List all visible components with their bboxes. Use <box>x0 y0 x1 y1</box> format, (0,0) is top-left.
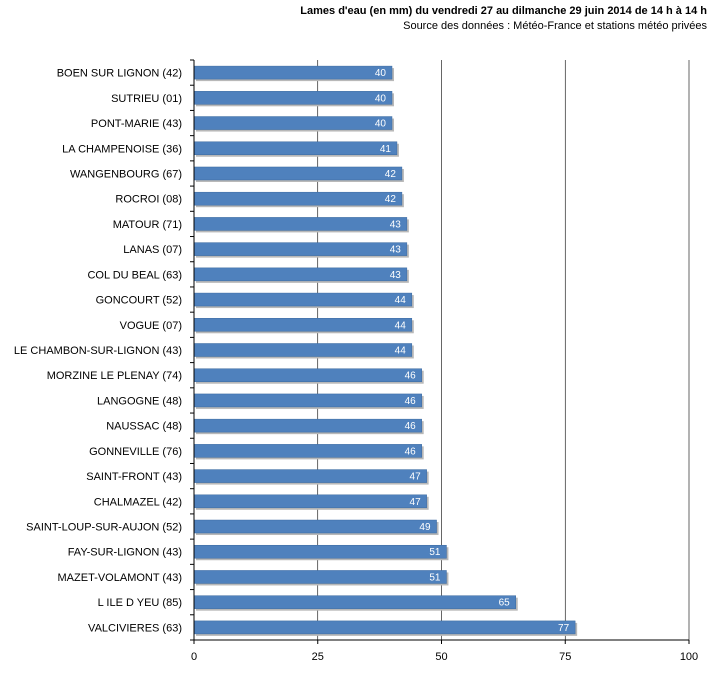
data-label: 43 <box>390 219 402 230</box>
category-label: CHALMAZEL (42) <box>94 496 182 508</box>
data-label: 47 <box>410 472 422 483</box>
category-label: SAINT-FRONT (43) <box>86 471 182 483</box>
data-label: 41 <box>380 144 392 155</box>
bar <box>193 65 393 80</box>
data-label: 65 <box>499 598 511 609</box>
category-label: LANAS (07) <box>123 244 182 256</box>
category-label: PONT-MARIE (43) <box>91 118 182 130</box>
bar <box>193 116 393 130</box>
data-label: 40 <box>375 68 387 79</box>
category-label: LE CHAMBON-SUR-LIGNON (43) <box>14 345 182 357</box>
category-label: GONCOURT (52) <box>96 295 182 307</box>
bar <box>193 620 576 635</box>
data-label: 51 <box>429 547 441 558</box>
data-label: 43 <box>390 270 402 281</box>
data-label: 47 <box>410 497 422 508</box>
data-label: 77 <box>558 623 570 634</box>
bar <box>193 267 408 282</box>
bar <box>193 318 413 332</box>
data-label: 49 <box>419 522 431 533</box>
category-label: ROCROI (08) <box>115 194 182 206</box>
data-label: 46 <box>405 396 417 407</box>
bar <box>193 393 422 408</box>
category-label: LANGOGNE (48) <box>97 395 182 407</box>
data-label: 43 <box>390 245 402 256</box>
bar <box>193 570 447 584</box>
bar <box>193 217 408 231</box>
category-label: BOEN SUR LIGNON (42) <box>57 68 182 80</box>
bar <box>193 595 516 609</box>
category-label: NAUSSAC (48) <box>106 421 182 433</box>
bar <box>193 166 403 181</box>
data-label: 46 <box>405 446 417 457</box>
bar <box>193 191 403 206</box>
x-tick-label: 100 <box>680 651 698 663</box>
data-label: 42 <box>385 169 397 180</box>
category-label: FAY-SUR-LIGNON (43) <box>68 547 182 559</box>
category-label: COL DU BEAL (63) <box>87 269 182 281</box>
category-label: MATOUR (71) <box>113 219 182 231</box>
category-label: WANGENBOURG (67) <box>70 168 182 180</box>
category-label: SAINT-LOUP-SUR-AUJON (52) <box>26 522 182 534</box>
category-label: SUTRIEU (01) <box>111 93 182 105</box>
data-label: 46 <box>405 421 417 432</box>
category-label: VOGUE (07) <box>120 320 182 332</box>
data-label: 44 <box>395 295 407 306</box>
bar <box>193 544 447 559</box>
chart-title: Lames d'eau (en mm) du vendredi 27 au di… <box>300 5 707 17</box>
bar <box>193 469 427 483</box>
data-label: 44 <box>395 320 407 331</box>
category-label: MORZINE LE PLENAY (74) <box>47 370 182 382</box>
x-tick-label: 0 <box>191 651 197 663</box>
category-label: VALCIVIERES (63) <box>88 622 182 634</box>
bar <box>193 91 393 105</box>
category-label: GONNEVILLE (76) <box>89 446 182 458</box>
data-label: 46 <box>405 371 417 382</box>
bar <box>193 368 422 382</box>
bar <box>193 292 413 307</box>
category-label: LA CHAMPENOISE (36) <box>62 143 182 155</box>
data-label: 40 <box>375 119 387 130</box>
chart-header: Lames d'eau (en mm) du vendredi 27 au di… <box>300 4 707 34</box>
x-tick-label: 50 <box>435 651 447 663</box>
chart-subtitle: Source des données : Météo-France et sta… <box>403 20 707 32</box>
x-tick-label: 25 <box>312 651 324 663</box>
bar <box>193 343 413 357</box>
bar <box>193 494 427 509</box>
data-label: 51 <box>429 572 441 583</box>
category-label: L ILE D YEU (85) <box>98 597 182 609</box>
bar <box>193 242 408 256</box>
data-label: 40 <box>375 93 387 104</box>
bar <box>193 519 437 534</box>
data-label: 42 <box>385 194 397 205</box>
category-label: MAZET-VOLAMONT (43) <box>58 572 182 584</box>
bar <box>193 141 398 156</box>
x-tick-label: 75 <box>559 651 571 663</box>
bar <box>193 444 422 458</box>
bar <box>193 418 422 433</box>
data-label: 44 <box>395 346 407 357</box>
